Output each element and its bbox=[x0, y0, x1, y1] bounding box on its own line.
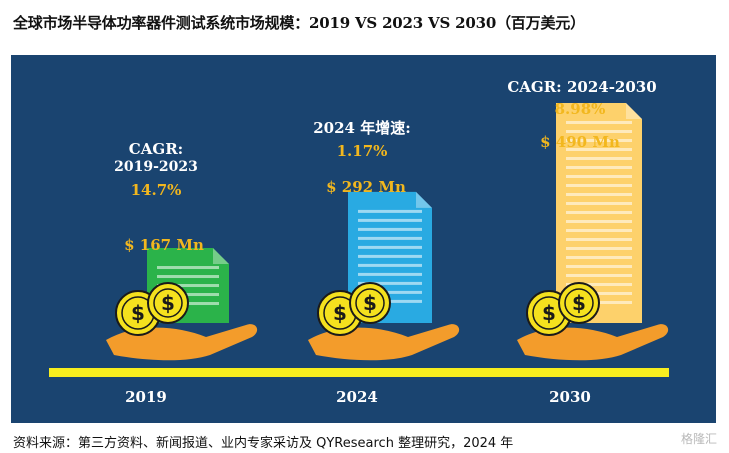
annotation-label-2019-line2: 2019-2023 bbox=[114, 159, 198, 175]
coin-ring-2019-1 bbox=[153, 288, 183, 318]
document-line-2019 bbox=[157, 275, 219, 279]
document-line-2024 bbox=[358, 236, 422, 240]
tick-label-2030: 2030 bbox=[549, 388, 591, 406]
document-line-2030 bbox=[566, 166, 632, 169]
annotation-value-2030: 8.98% bbox=[554, 100, 606, 118]
annotation-label-2019-line1: CAGR: bbox=[128, 140, 184, 158]
document-line-2024 bbox=[358, 209, 422, 213]
document-line-2030 bbox=[566, 265, 632, 268]
value-label-2024: $ 292 Mn bbox=[326, 178, 406, 196]
watermark-logo: 格隆汇 bbox=[680, 432, 717, 446]
value-label-2030: $ 490 Mn bbox=[540, 133, 620, 151]
document-line-2024 bbox=[358, 245, 422, 249]
annotation-label-2024: 2024 年增速: bbox=[313, 119, 411, 137]
document-line-2030 bbox=[566, 220, 632, 223]
annotation-value-2024: 1.17% bbox=[336, 142, 388, 160]
document-line-2030 bbox=[566, 238, 632, 241]
chart-title: 全球市场半导体功率器件测试系统市场规模：2019 VS 2023 VS 2030… bbox=[13, 14, 585, 32]
dollar-icon-2019-0: $ bbox=[131, 301, 145, 325]
document-line-2024 bbox=[358, 218, 422, 222]
document-line-2030 bbox=[566, 292, 632, 295]
annotation-label-2030: CAGR: 2024-2030 bbox=[507, 78, 657, 96]
dollar-icon-2024-0: $ bbox=[333, 301, 347, 325]
document-line-2030 bbox=[566, 157, 632, 160]
value-label-2019: $ 167 Mn bbox=[124, 236, 204, 254]
document-line-2019 bbox=[157, 284, 219, 288]
dollar-icon-2030-0: $ bbox=[542, 301, 556, 325]
document-line-2024 bbox=[358, 281, 422, 285]
tick-label-2019: 2019 bbox=[125, 388, 167, 406]
coin-ring-2030-1 bbox=[564, 288, 594, 318]
dollar-icon-2019-1: $ bbox=[161, 291, 175, 315]
document-line-2024 bbox=[358, 227, 422, 231]
document-line-2030 bbox=[566, 211, 632, 214]
annotation-value-2019: 14.7% bbox=[130, 181, 182, 199]
document-line-2030 bbox=[566, 130, 632, 133]
document-line-2030 bbox=[566, 184, 632, 187]
document-line-2024 bbox=[358, 290, 422, 294]
document-line-2024 bbox=[358, 263, 422, 267]
document-line-2030 bbox=[566, 247, 632, 250]
document-line-2030 bbox=[566, 193, 632, 196]
document-line-2030 bbox=[566, 274, 632, 277]
document-fold-2030 bbox=[626, 103, 642, 119]
dollar-icon-2030-1: $ bbox=[572, 291, 586, 315]
document-line-2030 bbox=[566, 148, 632, 151]
document-line-2030 bbox=[566, 139, 632, 142]
document-fold-2019 bbox=[213, 248, 229, 265]
baseline-bar bbox=[49, 368, 669, 377]
document-line-2019 bbox=[157, 293, 219, 297]
coin-ring-2024-1 bbox=[355, 288, 385, 318]
chart-svg: $ $ $ $ $ $ bbox=[49, 103, 669, 377]
document-line-2030 bbox=[566, 229, 632, 232]
document-line-2030 bbox=[566, 283, 632, 286]
document-fold-2024 bbox=[416, 191, 432, 208]
document-line-2030 bbox=[566, 256, 632, 259]
document-line-2024 bbox=[358, 254, 422, 258]
document-line-2030 bbox=[566, 175, 632, 178]
dollar-icon-2024-1: $ bbox=[363, 291, 377, 315]
document-line-2024 bbox=[358, 272, 422, 276]
tick-label-2024: 2024 bbox=[336, 388, 378, 406]
document-line-2019 bbox=[157, 266, 219, 270]
document-line-2030 bbox=[566, 121, 632, 124]
document-line-2030 bbox=[566, 202, 632, 205]
source-note: 资料来源：第三方资料、新闻报道、业内专家采访及 QYResearch 整理研究，… bbox=[13, 436, 514, 451]
